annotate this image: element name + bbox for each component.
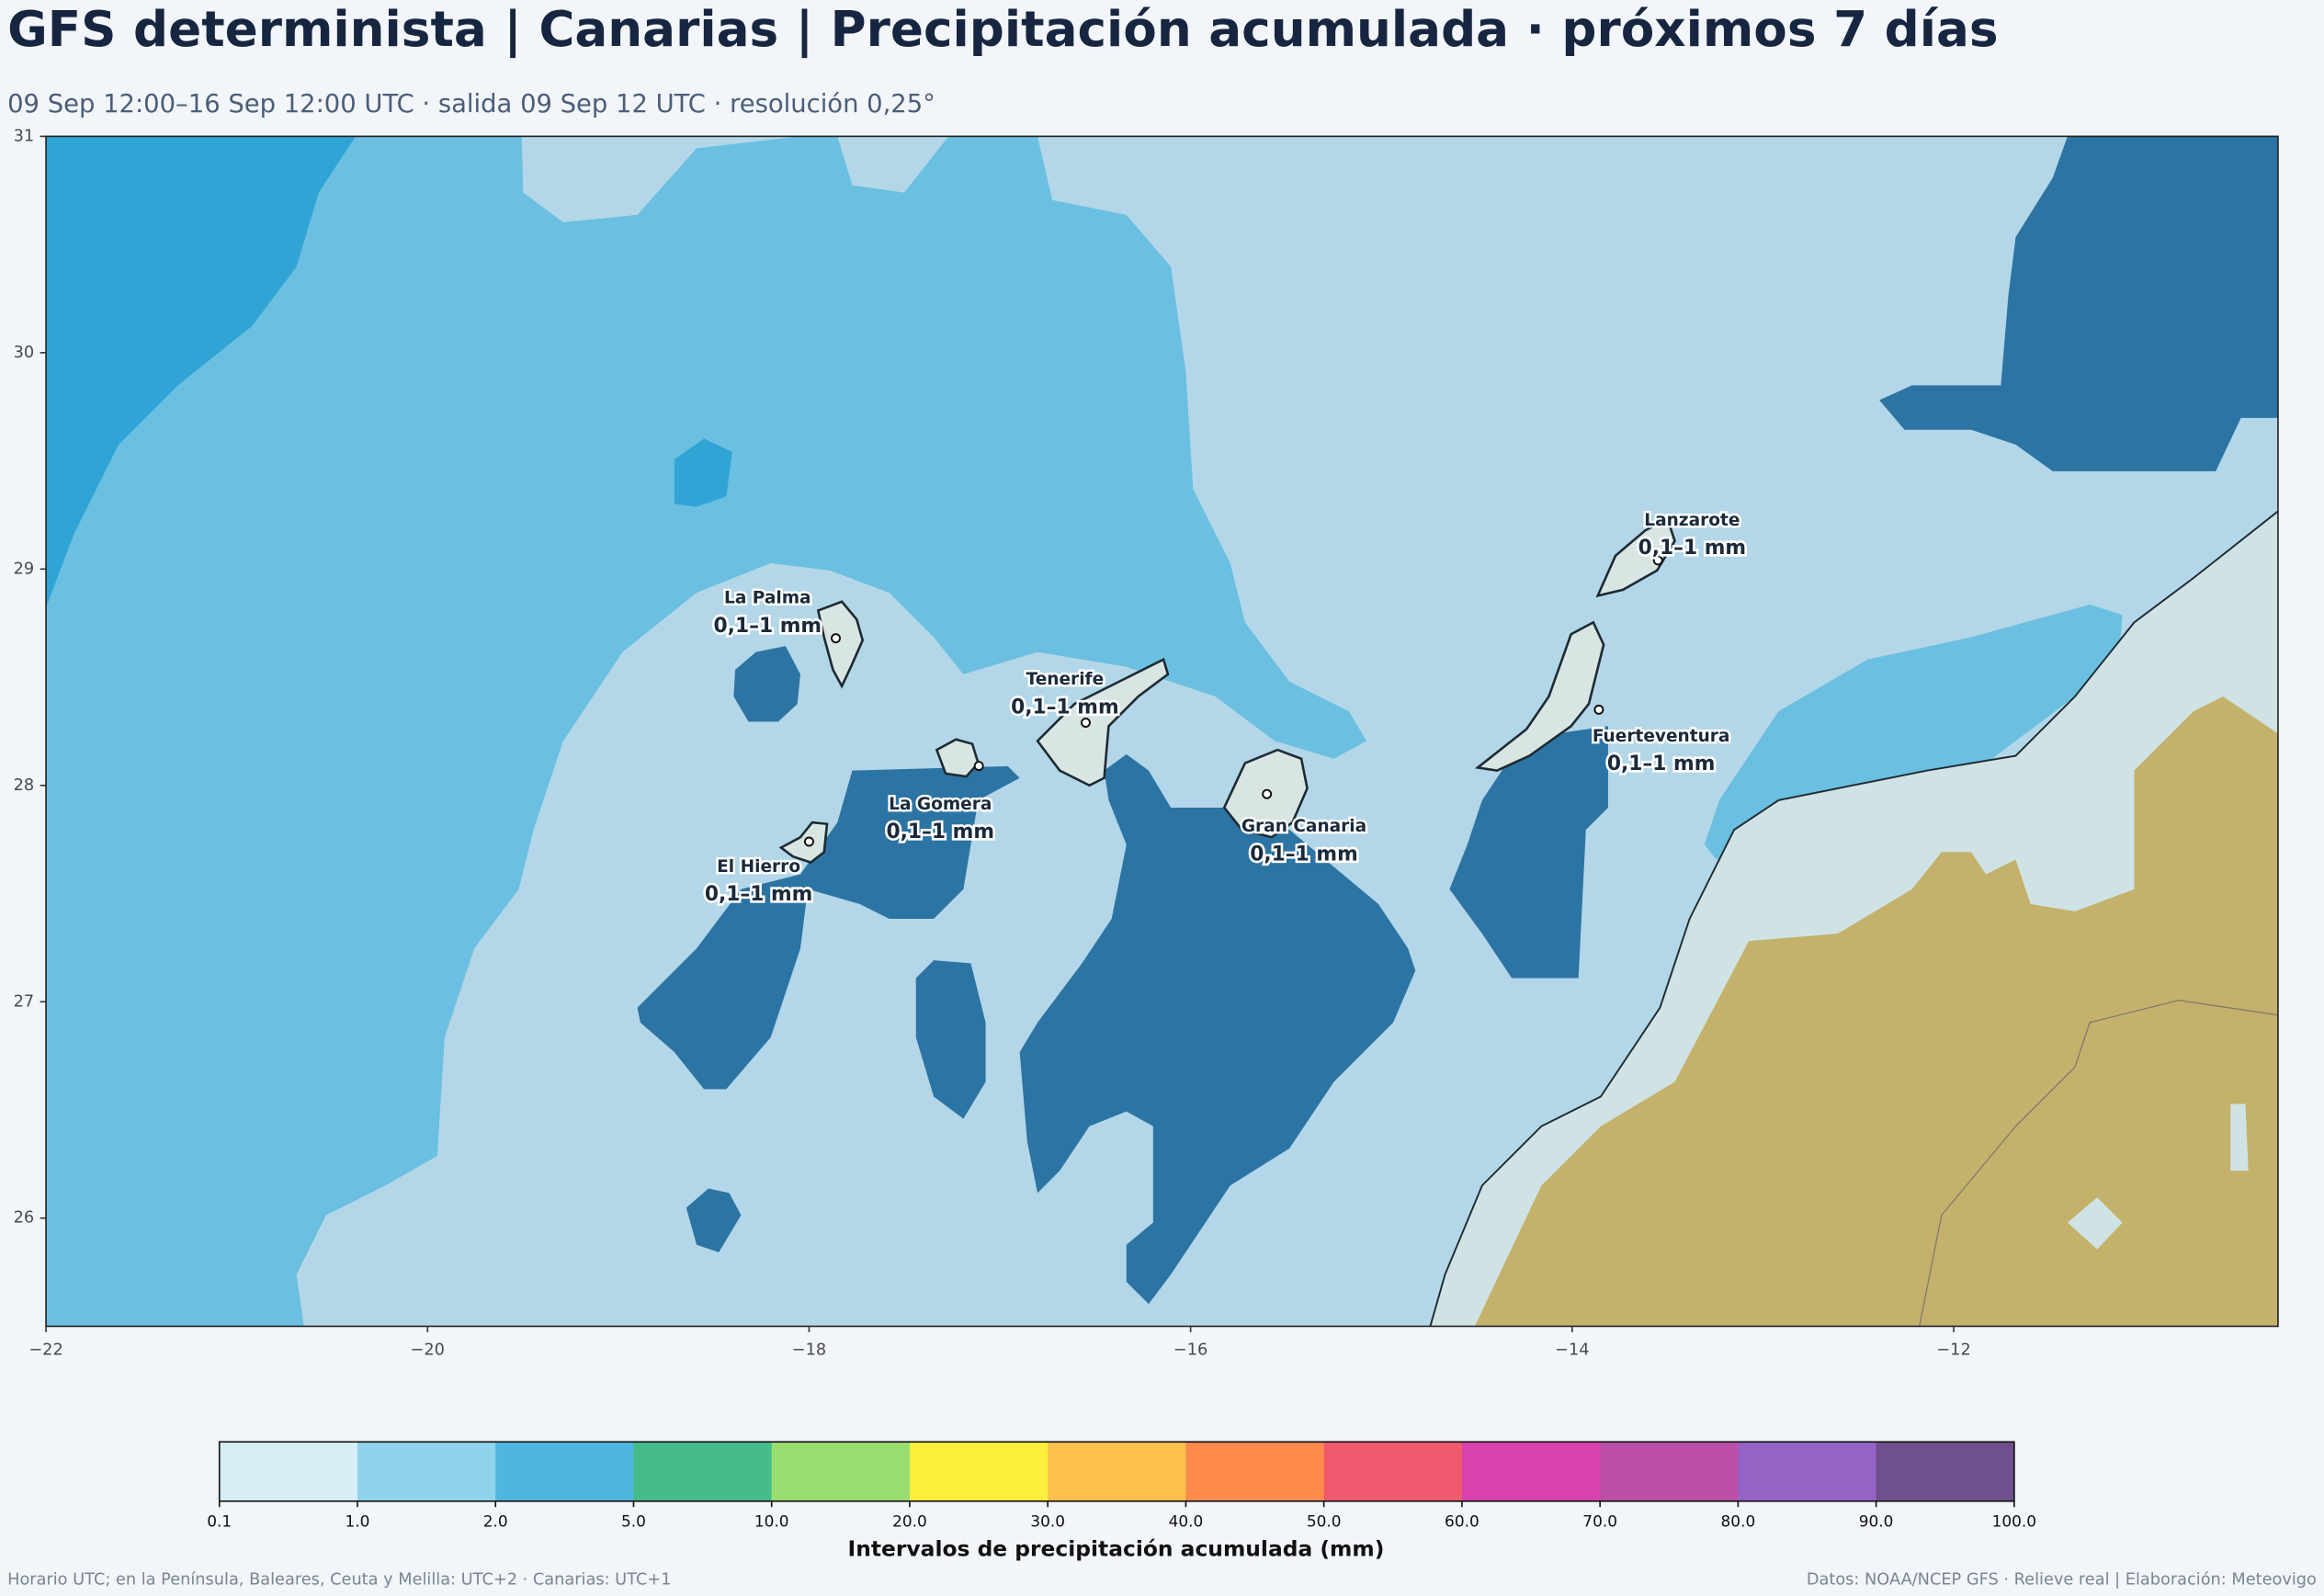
place-marker [803,836,814,847]
colorbar-segment [1876,1442,2015,1501]
x-tick-label: −12 [1936,1341,1970,1359]
land-patch [2067,1104,2249,1250]
place-marker [973,761,984,772]
footer-left: Horario UTC; en la Península, Baleares, … [7,1570,671,1589]
precip-zone [686,1188,742,1252]
place-marker [1080,718,1091,728]
precip-zone [1019,753,1416,1305]
colorbar-segment [357,1442,496,1501]
place-name: Fuerteventura [1593,727,1730,746]
precip-zone [637,765,1020,1090]
border [1919,999,2278,1327]
colorbar-tick-label: 30.0 [1030,1511,1065,1530]
colorbar-segment [1600,1442,1740,1501]
colorbar-tick-label: 10.0 [754,1511,789,1530]
colorbar-segment [633,1442,773,1501]
place-labels: La Palma 0,1–1 mm Tenerife 0,1–1 mm La Gomer… [702,508,1748,908]
place-marker [1262,788,1273,799]
precip-zone [1449,726,1608,979]
colorbar-segment [771,1442,911,1501]
colorbar: 0.1 1.0 2.0 5.0 10.0 20.0 30.0 40.0 50.0 60.0 70.0… [207,1441,2036,1530]
colorbar-tick-label: 40.0 [1169,1511,1204,1530]
y-tick-label: 28 [14,776,35,795]
colorbar-tick-label: 100.0 [1992,1511,2036,1530]
y-tick-label: 27 [14,992,35,1011]
colorbar-segment [219,1442,358,1501]
land-relief [1474,696,2278,1327]
place-value: 0,1–1 mm [705,883,813,906]
colorbar-segment [495,1442,635,1501]
x-tick-label: −16 [1173,1341,1207,1359]
colorbar-segment [1738,1442,1877,1501]
colorbar-segment [1461,1442,1601,1501]
x-tick-label: −20 [411,1341,445,1359]
island [1595,516,1676,598]
precip-dark [637,136,2278,1305]
colorbar-tick-label: 50.0 [1307,1511,1342,1530]
colorbar-tick-label: 80.0 [1721,1511,1756,1530]
y-tick-label: 26 [14,1209,35,1228]
coastline [1429,510,2278,1327]
precip-zone [46,136,732,608]
x-tick-label: −22 [28,1341,62,1359]
island [816,600,865,689]
precip-zone [915,960,986,1119]
place-name: Lanzarote [1644,511,1740,530]
island [778,821,829,865]
colorbar-segment [1323,1442,1463,1501]
place-name: El Hierro [717,857,800,877]
place-value: 0,1–1 mm [714,615,822,638]
place-name: La Palma [724,589,811,608]
island [1036,657,1170,787]
island [1474,620,1605,772]
y-tick-label: 30 [14,344,35,362]
precip-zone [733,646,800,722]
place-value: 0,1–1 mm [1250,843,1358,866]
precip-zone [1879,136,2278,471]
colorbar-tick-label: 0.1 [207,1511,232,1530]
colorbar-tick-label: 2.0 [483,1511,508,1530]
colorbar-tick-label: 60.0 [1445,1511,1479,1530]
colorbar-segment [1185,1442,1325,1501]
colorbar-segment [909,1442,1049,1501]
subtitle: 09 Sep 12:00–16 Sep 12:00 UTC · salida 0… [7,90,935,119]
place-name: Tenerife [1026,670,1105,689]
place-marker [1652,555,1663,566]
colorbar-tick-label: 1.0 [346,1511,370,1530]
colorbar-tick-label: 70.0 [1582,1511,1617,1530]
place-value: 0,1–1 mm [1011,696,1119,719]
colorbar-frame [218,1441,2015,1502]
colorbar-tick-label: 5.0 [621,1511,646,1530]
colorbar-tick-label: 20.0 [892,1511,927,1530]
place-value: 0,1–1 mm [1638,537,1747,560]
place-marker [1593,704,1604,715]
place-value: 0,1–1 mm [887,821,995,843]
colorbar-tick-label: 90.0 [1859,1511,1894,1530]
axes: −22 −20 −18 −16 −14 −12 26 27 28 29 30 31 [14,127,1971,1359]
place-name: La Gomera [889,795,992,814]
y-tick-label: 29 [14,560,35,578]
x-tick-label: −18 [792,1341,826,1359]
title: GFS determinista | Canarias | Precipitac… [7,1,1998,58]
map-layers [46,136,2278,1327]
place-name: Gran Canaria [1241,817,1366,836]
place-marker [831,633,841,644]
colorbar-segment [1048,1442,1187,1501]
y-tick-label: 31 [14,127,35,145]
precip-zone [46,136,1367,1327]
x-tick-label: −14 [1555,1341,1589,1359]
footer-right: Datos: NOAA/NCEP GFS · Relieve real | El… [1807,1570,2317,1589]
colorbar-label: Intervalos de precipitación acumulada (m… [848,1536,1385,1562]
place-value: 0,1–1 mm [1607,753,1716,775]
map-frame [45,135,2279,1328]
